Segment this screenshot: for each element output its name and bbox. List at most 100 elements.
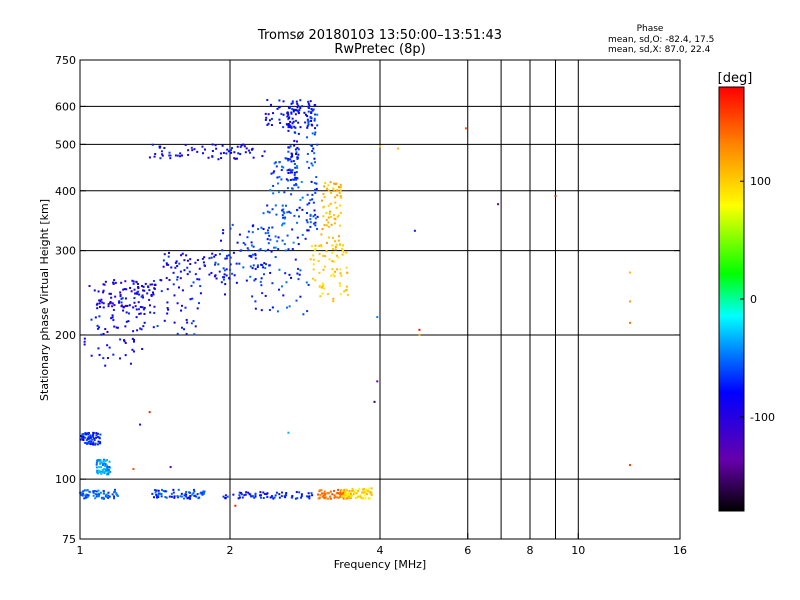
data-point	[306, 310, 309, 313]
data-point	[154, 491, 157, 494]
data-point	[80, 435, 83, 438]
data-point	[111, 314, 114, 317]
data-point	[370, 491, 373, 494]
data-point	[254, 267, 257, 270]
data-point	[113, 304, 116, 307]
data-points	[79, 99, 632, 507]
data-point	[339, 189, 342, 192]
data-point	[88, 285, 91, 288]
data-point	[148, 411, 151, 414]
data-point	[260, 263, 263, 266]
data-point	[194, 494, 197, 497]
data-point	[348, 491, 351, 494]
data-point	[108, 292, 111, 295]
data-point	[299, 269, 302, 272]
data-point	[173, 294, 176, 297]
axis-ticks: 1 2 4 6 8 10 16 75 100 200 300 400 500 600 750	[55, 54, 687, 557]
data-point	[261, 264, 264, 267]
data-point	[169, 154, 172, 157]
data-point	[134, 292, 137, 295]
data-point	[81, 494, 84, 497]
data-point	[184, 143, 187, 146]
data-point	[261, 155, 264, 158]
data-point	[132, 338, 135, 341]
data-point	[113, 497, 116, 500]
data-point	[249, 151, 252, 154]
data-point	[317, 493, 320, 496]
data-point	[287, 157, 290, 160]
data-point	[270, 172, 273, 175]
data-point	[142, 285, 145, 288]
data-point	[330, 274, 333, 277]
data-point	[111, 316, 114, 319]
data-point	[281, 491, 284, 494]
data-point	[314, 244, 317, 247]
data-point	[322, 283, 325, 286]
data-point	[180, 495, 183, 498]
data-point	[278, 99, 281, 102]
data-point	[308, 202, 311, 205]
data-point	[280, 209, 283, 212]
data-point	[136, 329, 139, 332]
data-point	[294, 258, 297, 261]
data-point	[86, 495, 89, 498]
data-point	[140, 285, 143, 288]
data-point	[98, 353, 101, 356]
data-point	[340, 196, 343, 199]
data-point	[92, 491, 95, 494]
data-point	[109, 470, 112, 473]
data-point	[222, 278, 225, 281]
data-point	[152, 279, 155, 282]
data-point	[85, 493, 88, 496]
data-point	[113, 325, 116, 328]
data-point	[336, 194, 339, 197]
data-point	[248, 493, 251, 496]
data-point	[282, 126, 285, 129]
data-point	[327, 293, 330, 296]
data-point	[153, 305, 156, 308]
data-point	[290, 276, 293, 279]
data-point	[203, 264, 206, 267]
data-point	[110, 317, 113, 320]
data-point	[113, 495, 116, 498]
data-point	[139, 312, 142, 315]
data-point	[298, 206, 301, 209]
data-point	[120, 297, 123, 300]
data-point	[192, 320, 195, 323]
data-point	[286, 115, 289, 118]
data-point	[260, 309, 263, 312]
data-point	[280, 495, 283, 498]
data-point	[107, 497, 110, 500]
data-point	[202, 490, 205, 493]
data-point	[288, 210, 291, 213]
data-point	[291, 108, 294, 111]
data-point	[354, 489, 357, 492]
data-point	[293, 131, 296, 134]
data-point	[306, 160, 309, 163]
data-point	[295, 171, 298, 174]
data-point	[268, 234, 271, 237]
data-point	[294, 119, 297, 122]
data-point	[261, 292, 264, 295]
data-point	[291, 101, 294, 104]
data-point	[289, 126, 292, 129]
data-point	[139, 327, 142, 330]
data-point	[96, 471, 99, 474]
data-point	[102, 489, 105, 492]
data-point	[224, 293, 227, 296]
data-point	[312, 222, 315, 225]
data-point	[185, 332, 188, 335]
data-point	[114, 281, 117, 284]
data-point	[238, 494, 241, 497]
data-point	[210, 271, 213, 274]
data-point	[203, 256, 206, 259]
data-point	[87, 494, 90, 497]
data-point	[124, 297, 127, 300]
data-point	[124, 304, 127, 307]
data-point	[311, 150, 314, 153]
data-point	[307, 110, 310, 113]
data-point	[266, 210, 269, 213]
data-point	[183, 328, 186, 331]
data-point	[112, 353, 115, 356]
data-point	[88, 441, 91, 444]
